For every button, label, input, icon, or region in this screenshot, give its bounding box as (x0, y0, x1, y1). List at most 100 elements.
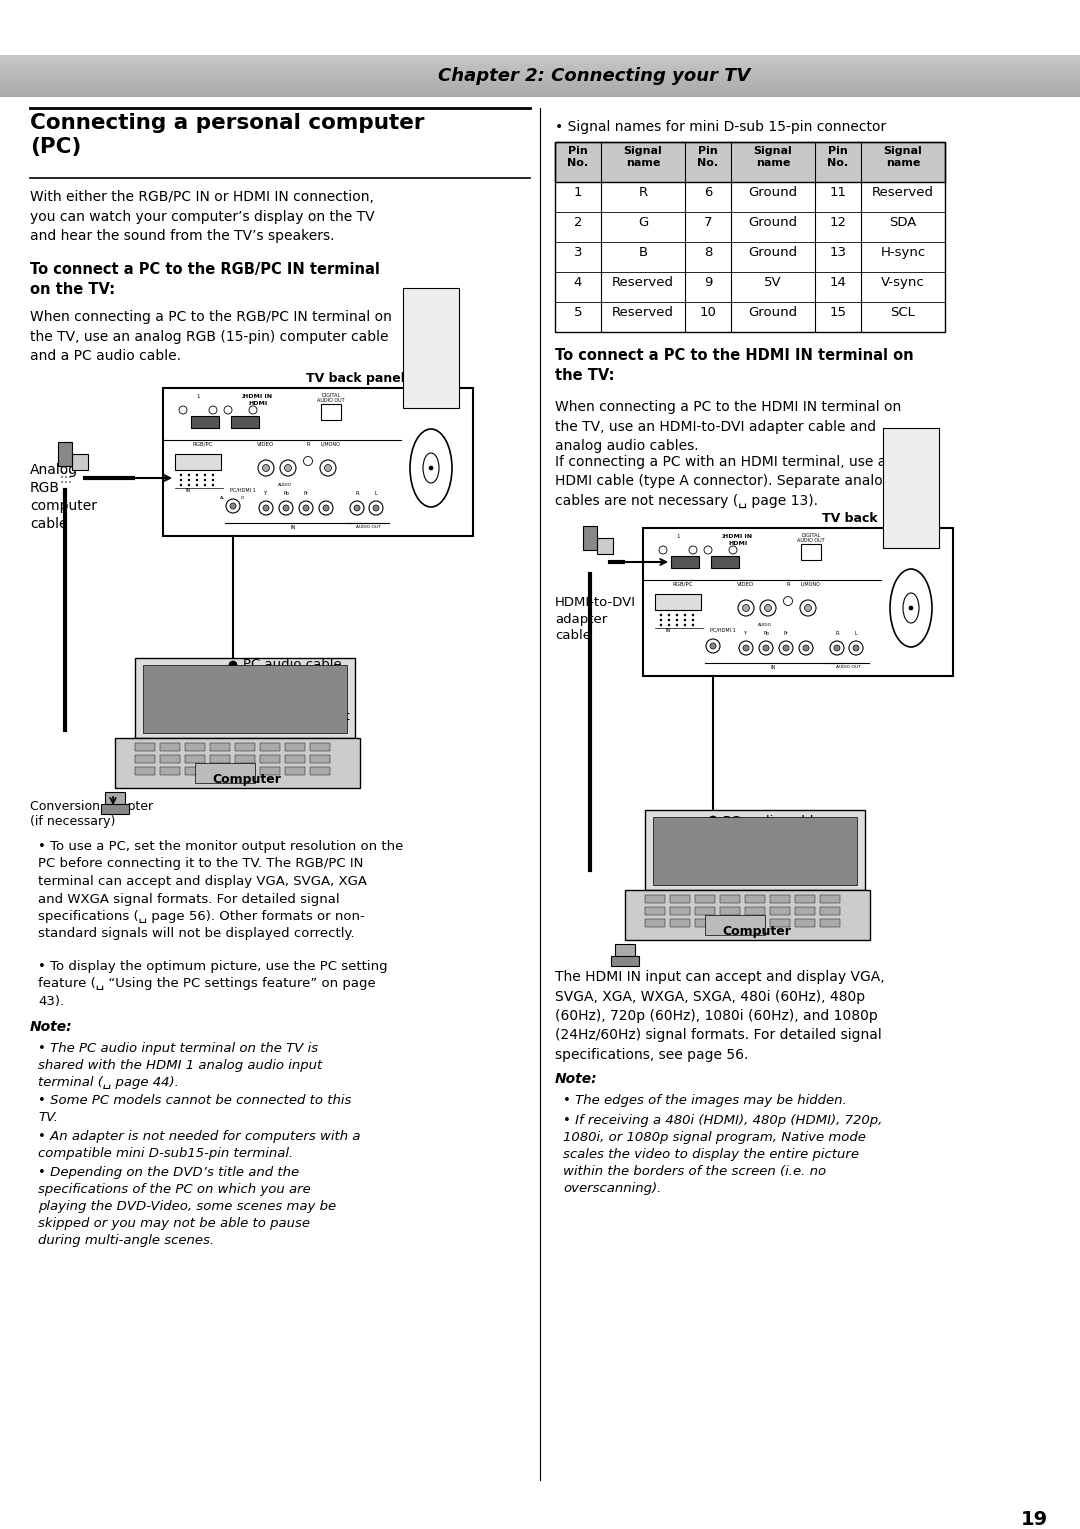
Text: Pin
No.: Pin No. (827, 145, 849, 168)
Text: VIDEO: VIDEO (738, 583, 755, 587)
Bar (163, 388, 473, 537)
Bar (583, 526, 597, 550)
Bar (653, 816, 858, 885)
Ellipse shape (706, 639, 720, 653)
Text: L/MONO: L/MONO (800, 583, 820, 587)
Text: Reserved: Reserved (872, 187, 934, 199)
Text: AUDIO OUT: AUDIO OUT (355, 524, 380, 529)
Ellipse shape (710, 644, 716, 648)
Ellipse shape (659, 546, 667, 553)
Ellipse shape (689, 546, 697, 553)
Text: R: R (638, 187, 648, 199)
Bar (795, 907, 815, 914)
Ellipse shape (903, 593, 919, 622)
Bar (231, 680, 235, 700)
Ellipse shape (204, 474, 206, 476)
Text: Note:: Note: (555, 1072, 597, 1086)
Text: V-sync: V-sync (881, 277, 924, 289)
Text: 1: 1 (197, 394, 200, 399)
Text: HDMI-to-DVI
adapter
cable: HDMI-to-DVI adapter cable (555, 596, 636, 642)
Text: PC audio cable: PC audio cable (243, 657, 341, 671)
Text: Ground: Ground (748, 246, 797, 258)
Bar (645, 810, 865, 890)
Text: • If receiving a 480i (HDMI), 480p (HDMI), 720p,
1080i, or 1080p signal program,: • If receiving a 480i (HDMI), 480p (HDMI… (563, 1115, 882, 1196)
Text: HDMI: HDMI (728, 541, 747, 546)
Ellipse shape (660, 619, 662, 621)
Ellipse shape (350, 502, 364, 515)
Text: 2: 2 (241, 394, 245, 399)
Ellipse shape (667, 624, 671, 627)
Bar (883, 428, 939, 547)
Text: H-sync: H-sync (880, 246, 926, 258)
Text: IO: IO (241, 495, 245, 500)
Bar (705, 914, 765, 936)
Ellipse shape (262, 465, 270, 471)
Text: AUDIO OUT: AUDIO OUT (797, 538, 825, 543)
Text: • The PC audio input terminal on the TV is
shared with the HDMI 1 analog audio i: • The PC audio input terminal on the TV … (38, 1041, 322, 1089)
Text: Conversion adapter
(if necessary): Conversion adapter (if necessary) (30, 800, 153, 829)
Ellipse shape (188, 479, 190, 482)
Text: 3: 3 (573, 246, 582, 258)
Bar (820, 894, 840, 904)
Text: SDA: SDA (889, 216, 917, 229)
Bar (696, 919, 715, 927)
Bar (645, 894, 665, 904)
Bar (597, 538, 613, 553)
Text: RGB/PC: RGB/PC (673, 583, 693, 587)
Ellipse shape (280, 460, 296, 476)
Ellipse shape (188, 474, 190, 476)
Ellipse shape (249, 407, 257, 414)
Bar (185, 755, 205, 763)
Text: L: L (854, 631, 858, 636)
Ellipse shape (684, 624, 686, 627)
Ellipse shape (224, 407, 232, 414)
Bar (770, 919, 789, 927)
Bar (770, 894, 789, 904)
Bar (745, 907, 765, 914)
Ellipse shape (759, 641, 773, 654)
Text: L/MONO: L/MONO (320, 442, 340, 446)
Bar (285, 768, 305, 775)
Ellipse shape (226, 498, 240, 514)
Text: Y: Y (744, 631, 747, 636)
Text: The HDMI IN input can accept and display VGA,
SVGA, XGA, WXGA, SXGA, 480i (60Hz): The HDMI IN input can accept and display… (555, 969, 885, 1063)
Text: Signal
name: Signal name (883, 145, 922, 168)
Ellipse shape (429, 466, 433, 469)
Bar (135, 755, 156, 763)
Bar (711, 832, 715, 852)
Ellipse shape (179, 474, 183, 476)
Ellipse shape (179, 479, 183, 482)
Bar (670, 907, 690, 914)
Text: Note:: Note: (30, 1020, 72, 1034)
Bar (720, 907, 740, 914)
Ellipse shape (204, 479, 206, 482)
Text: Ground: Ground (748, 306, 797, 320)
Ellipse shape (692, 624, 694, 627)
Ellipse shape (667, 619, 671, 621)
Text: Connecting a personal computer
(PC): Connecting a personal computer (PC) (30, 113, 424, 157)
Bar (285, 743, 305, 751)
Text: IN: IN (665, 628, 671, 633)
Bar (770, 907, 789, 914)
Ellipse shape (684, 619, 686, 621)
Bar (654, 593, 701, 610)
Text: 19: 19 (1021, 1511, 1048, 1529)
Ellipse shape (738, 599, 754, 616)
Text: Ground: Ground (748, 216, 797, 229)
Bar (625, 890, 870, 940)
Text: With either the RGB/PC IN or HDMI IN connection,
you can watch your computer’s d: With either the RGB/PC IN or HDMI IN con… (30, 190, 375, 243)
Text: HDMI IN: HDMI IN (243, 394, 272, 399)
Ellipse shape (354, 505, 360, 511)
Text: AUDIO: AUDIO (758, 622, 772, 627)
Ellipse shape (369, 502, 383, 515)
Bar (745, 919, 765, 927)
Ellipse shape (708, 816, 717, 824)
Ellipse shape (676, 613, 678, 616)
Ellipse shape (229, 700, 237, 709)
Bar (696, 907, 715, 914)
Bar (711, 557, 739, 567)
Text: • To use a PC, set the monitor output resolution on the
PC before connecting it : • To use a PC, set the monitor output re… (38, 839, 403, 940)
Bar (102, 804, 129, 813)
Bar (210, 755, 230, 763)
Ellipse shape (831, 641, 843, 654)
